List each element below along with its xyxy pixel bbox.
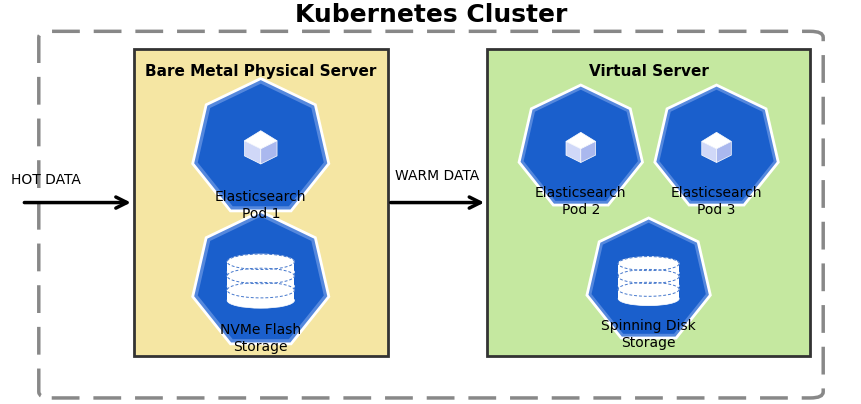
Ellipse shape (226, 282, 294, 298)
Text: Elasticsearch
Pod 1: Elasticsearch Pod 1 (214, 190, 307, 221)
Bar (226, 262, 294, 272)
Bar (226, 276, 294, 286)
Bar (617, 263, 678, 273)
Polygon shape (659, 90, 773, 201)
Polygon shape (586, 218, 709, 338)
Ellipse shape (226, 268, 294, 284)
Polygon shape (245, 141, 260, 164)
Text: NVMe Flash
Storage: NVMe Flash Storage (220, 324, 301, 354)
Text: WARM DATA: WARM DATA (395, 169, 479, 183)
Ellipse shape (617, 279, 678, 293)
Bar (486, 49, 809, 356)
Text: Bare Metal Physical Server: Bare Metal Physical Server (145, 64, 376, 79)
Bar (617, 276, 678, 286)
Ellipse shape (226, 278, 294, 294)
Bar (133, 49, 387, 356)
Polygon shape (245, 131, 276, 149)
Ellipse shape (617, 257, 678, 271)
Polygon shape (197, 84, 324, 206)
Bar (226, 290, 294, 301)
Polygon shape (715, 141, 730, 162)
Text: Virtual Server: Virtual Server (588, 64, 708, 79)
Ellipse shape (226, 293, 294, 308)
Ellipse shape (617, 292, 678, 306)
Polygon shape (591, 223, 705, 334)
Polygon shape (193, 211, 328, 344)
Text: Elasticsearch
Pod 3: Elasticsearch Pod 3 (670, 186, 761, 217)
Text: Kubernetes Cluster: Kubernetes Cluster (294, 3, 567, 27)
Ellipse shape (226, 254, 294, 269)
Polygon shape (193, 78, 328, 211)
Polygon shape (197, 217, 324, 339)
Ellipse shape (617, 266, 678, 280)
Polygon shape (260, 141, 276, 164)
Text: HOT DATA: HOT DATA (11, 173, 81, 187)
Ellipse shape (226, 264, 294, 280)
Text: Spinning Disk
Storage: Spinning Disk Storage (601, 320, 695, 349)
Bar (617, 289, 678, 299)
Ellipse shape (617, 282, 678, 296)
Polygon shape (701, 133, 730, 149)
Polygon shape (580, 141, 595, 162)
Polygon shape (523, 90, 637, 201)
Polygon shape (518, 85, 641, 205)
Polygon shape (566, 133, 595, 149)
Polygon shape (566, 141, 580, 162)
Polygon shape (654, 85, 777, 205)
Text: Elasticsearch
Pod 2: Elasticsearch Pod 2 (535, 186, 626, 217)
Polygon shape (701, 141, 715, 162)
Ellipse shape (617, 269, 678, 284)
